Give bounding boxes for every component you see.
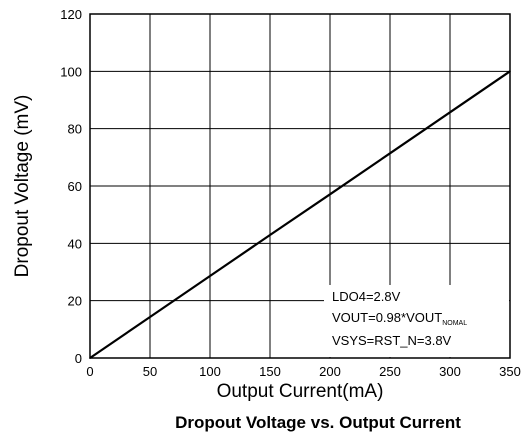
y-tick-label: 60 bbox=[68, 179, 82, 194]
y-tick-label: 20 bbox=[68, 294, 82, 309]
grid-lines bbox=[89, 13, 511, 359]
data-point bbox=[449, 111, 451, 114]
chart-title: Dropout Voltage vs. Output Current bbox=[175, 413, 461, 432]
annotation-vout-main: VOUT=0.98*VOUT bbox=[332, 310, 442, 325]
annotation-line-ldo4: LDO4=2.8V bbox=[332, 289, 401, 304]
x-tick-label: 200 bbox=[319, 364, 341, 379]
annotation-line-vout: VOUT=0.98*VOUTNOMAL bbox=[332, 310, 467, 327]
plot-frame bbox=[89, 13, 511, 359]
x-tick-label: 0 bbox=[86, 364, 93, 379]
data-point bbox=[269, 234, 271, 236]
series-layer bbox=[89, 70, 511, 359]
annotation-box bbox=[324, 285, 509, 357]
data-point bbox=[149, 316, 151, 318]
annotation-vout-subscript: NOMAL bbox=[442, 320, 467, 327]
y-tick-label: 40 bbox=[68, 236, 82, 251]
series-line bbox=[89, 70, 511, 359]
y-axis-label: Dropout Voltage (mV) bbox=[12, 95, 33, 278]
x-axis-label: Output Current(mA) bbox=[217, 381, 384, 402]
x-tick-label: 50 bbox=[143, 364, 157, 379]
y-tick-label: 120 bbox=[60, 7, 82, 22]
x-tick-label: 100 bbox=[199, 364, 221, 379]
data-point bbox=[389, 152, 391, 155]
annotation-line-vsys: VSYS=RST_N=3.8V bbox=[332, 333, 452, 348]
y-tick-label: 80 bbox=[68, 122, 82, 137]
data-point bbox=[209, 275, 211, 277]
x-tick-label: 250 bbox=[379, 364, 401, 379]
data-point bbox=[329, 193, 331, 196]
x-tick-label: 150 bbox=[259, 364, 281, 379]
x-tick-labels: 0 50 100 150 200 250 300 350 bbox=[86, 364, 520, 379]
x-tick-label: 300 bbox=[439, 364, 461, 379]
y-tick-label: 0 bbox=[75, 351, 82, 366]
x-tick-label: 350 bbox=[499, 364, 521, 379]
y-tick-labels: 0 20 40 60 80 100 120 bbox=[60, 7, 82, 366]
y-tick-label: 100 bbox=[60, 64, 82, 79]
